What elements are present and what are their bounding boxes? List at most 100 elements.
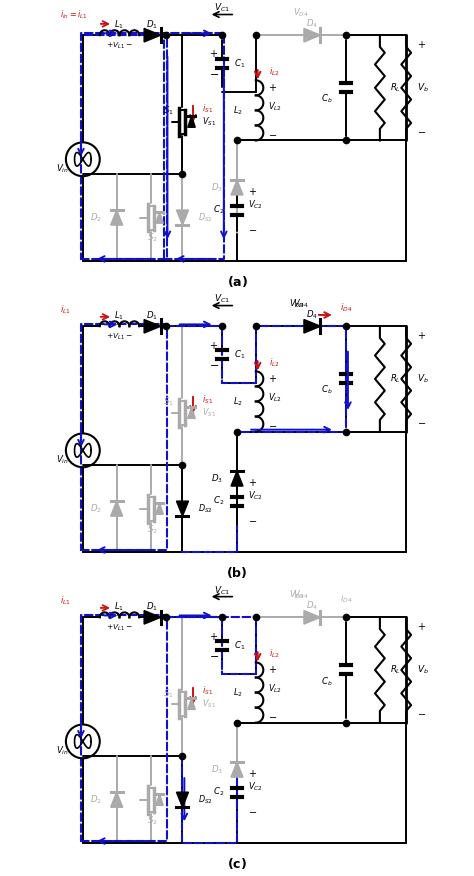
Text: $V_b$: $V_b$ xyxy=(417,372,428,385)
Polygon shape xyxy=(156,212,164,223)
Text: $+$: $+$ xyxy=(268,81,277,93)
Text: $C_2$: $C_2$ xyxy=(212,204,224,216)
Text: $+$: $+$ xyxy=(248,477,257,488)
Text: $-$: $-$ xyxy=(417,708,426,718)
Text: $-$: $-$ xyxy=(209,650,219,660)
Text: $S_2$: $S_2$ xyxy=(147,232,158,244)
Text: $C_2$: $C_2$ xyxy=(212,495,224,507)
Text: $+$: $+$ xyxy=(417,621,426,632)
Text: $i_{D4}$: $i_{D4}$ xyxy=(340,592,353,604)
Text: $+$: $+$ xyxy=(248,768,257,779)
Text: $D_{S2}$: $D_{S2}$ xyxy=(198,211,213,223)
Text: $+$: $+$ xyxy=(209,631,218,641)
Text: $D_1$: $D_1$ xyxy=(146,309,158,322)
Text: $V_{S1}$: $V_{S1}$ xyxy=(202,116,216,128)
Text: $+$: $+$ xyxy=(417,39,426,50)
Text: $V_{D4}$: $V_{D4}$ xyxy=(289,589,305,601)
Text: $D_4$: $D_4$ xyxy=(306,600,318,612)
Text: $V_{D4}$: $V_{D4}$ xyxy=(293,6,309,19)
Text: $L_2$: $L_2$ xyxy=(233,395,243,407)
Text: $+$: $+$ xyxy=(209,48,218,60)
Polygon shape xyxy=(188,698,195,710)
Text: $V_b$: $V_b$ xyxy=(417,664,428,676)
Text: $V_{C2}$: $V_{C2}$ xyxy=(248,781,263,793)
Text: $-$: $-$ xyxy=(417,126,426,136)
Text: $R_L$: $R_L$ xyxy=(391,664,401,676)
Polygon shape xyxy=(176,210,189,225)
Text: $C_b$: $C_b$ xyxy=(321,675,333,688)
Text: $-$: $-$ xyxy=(209,359,219,369)
Text: $V_b$: $V_b$ xyxy=(417,81,428,94)
Text: $R_L$: $R_L$ xyxy=(391,372,401,385)
Text: $+V_{L1}-$: $+V_{L1}-$ xyxy=(106,623,133,633)
Text: $-$: $-$ xyxy=(268,710,277,721)
Polygon shape xyxy=(231,471,243,486)
Text: $V_{in}$: $V_{in}$ xyxy=(55,745,69,757)
Polygon shape xyxy=(110,501,123,516)
Polygon shape xyxy=(304,320,320,333)
Text: $i_{in}{=}i_{L1}$: $i_{in}{=}i_{L1}$ xyxy=(60,8,88,21)
Text: $V_{C1}$: $V_{C1}$ xyxy=(214,2,230,14)
Text: $D_1$: $D_1$ xyxy=(146,18,158,31)
Text: $V_{in}$: $V_{in}$ xyxy=(55,162,69,175)
Text: $i_{S1}$: $i_{S1}$ xyxy=(202,393,213,406)
Text: $-$: $-$ xyxy=(268,129,277,138)
Text: $-$: $-$ xyxy=(209,67,219,78)
Text: $D_2$: $D_2$ xyxy=(91,211,102,223)
Text: $C_b$: $C_b$ xyxy=(321,384,333,397)
Text: $i_{L1}$: $i_{L1}$ xyxy=(60,303,71,315)
Polygon shape xyxy=(231,762,243,777)
Text: $i_{S1}$: $i_{S1}$ xyxy=(202,102,213,115)
Text: $S_1$: $S_1$ xyxy=(163,687,173,700)
Text: $+$: $+$ xyxy=(248,186,257,197)
Text: $i_{L2}$: $i_{L2}$ xyxy=(269,66,280,78)
Polygon shape xyxy=(176,501,189,516)
Text: $D_2$: $D_2$ xyxy=(91,502,102,515)
Text: $D_{S2}$: $D_{S2}$ xyxy=(198,794,213,806)
Text: $C_2$: $C_2$ xyxy=(212,786,224,798)
Text: $-$: $-$ xyxy=(248,224,257,234)
Polygon shape xyxy=(304,28,320,42)
Text: $i_{L2}$: $i_{L2}$ xyxy=(269,357,280,370)
Text: $V_{S1}$: $V_{S1}$ xyxy=(202,697,216,710)
Text: $C_1$: $C_1$ xyxy=(234,57,246,69)
Text: $+$: $+$ xyxy=(268,664,277,675)
Polygon shape xyxy=(188,116,195,127)
Text: $-$: $-$ xyxy=(417,417,426,427)
Text: $-$: $-$ xyxy=(248,806,257,816)
Text: $V_{L2}$: $V_{L2}$ xyxy=(268,101,282,113)
Polygon shape xyxy=(144,320,161,333)
Text: $D_3$: $D_3$ xyxy=(211,181,223,194)
Text: $-$: $-$ xyxy=(248,515,257,525)
Polygon shape xyxy=(144,28,161,42)
Text: $i_{L2}$: $i_{L2}$ xyxy=(269,648,280,661)
Polygon shape xyxy=(110,792,123,807)
Text: $V_{C2}$: $V_{C2}$ xyxy=(248,198,263,210)
Text: $D_4$: $D_4$ xyxy=(306,308,318,321)
Text: $L_2$: $L_2$ xyxy=(233,686,243,699)
Polygon shape xyxy=(110,210,123,225)
Polygon shape xyxy=(144,611,161,624)
Text: $L_2$: $L_2$ xyxy=(233,104,243,117)
Text: $\bf{(a)}$: $\bf{(a)}$ xyxy=(227,274,247,289)
Text: $+V_{L1}-$: $+V_{L1}-$ xyxy=(106,40,133,51)
Text: $D_3$: $D_3$ xyxy=(211,763,223,776)
Text: $V_{in}$: $V_{in}$ xyxy=(55,454,69,466)
Text: $V_{L2}$: $V_{L2}$ xyxy=(268,392,282,404)
Polygon shape xyxy=(231,180,243,195)
Polygon shape xyxy=(188,407,195,419)
Text: $C_b$: $C_b$ xyxy=(321,93,333,105)
Text: $S_2$: $S_2$ xyxy=(147,523,158,535)
Text: $V_{S1}$: $V_{S1}$ xyxy=(202,406,216,419)
Text: $+$: $+$ xyxy=(268,372,277,384)
Text: $V_{C1}$: $V_{C1}$ xyxy=(214,293,230,306)
Text: $+$: $+$ xyxy=(209,340,218,350)
Polygon shape xyxy=(176,792,189,807)
Text: $C_1$: $C_1$ xyxy=(234,639,246,652)
Text: $i_{S1}$: $i_{S1}$ xyxy=(202,684,213,697)
Text: $C_1$: $C_1$ xyxy=(234,349,246,361)
Text: $V_{C1}$: $V_{C1}$ xyxy=(214,584,230,597)
Text: $+$: $+$ xyxy=(417,330,426,341)
Text: $S_1$: $S_1$ xyxy=(163,396,173,408)
Text: $D_1$: $D_1$ xyxy=(146,601,158,613)
